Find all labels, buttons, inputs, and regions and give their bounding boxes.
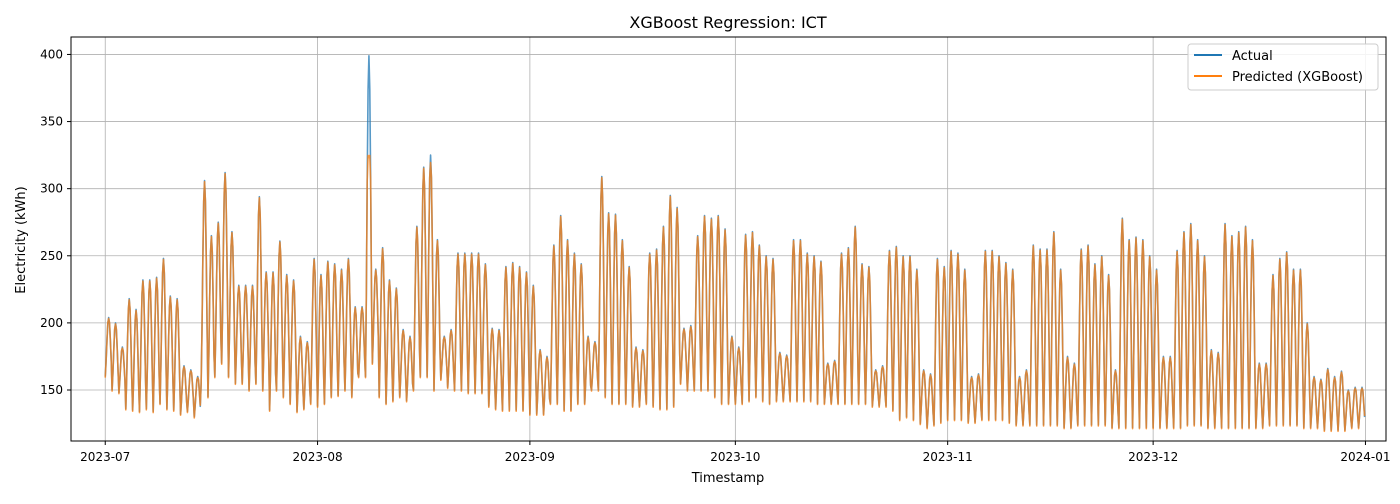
x-tick-label: 2023-07 [80, 450, 130, 464]
y-axis-label: Electricity (kWh) [14, 186, 29, 293]
y-tick-label: 250 [40, 249, 63, 263]
y-tick-label: 300 [40, 182, 63, 196]
plot-frame [70, 36, 1387, 442]
y-tick-label: 350 [40, 115, 63, 129]
x-axis-ticks: 2023-07 2023-08 2023-09 2023-10 2023-11 2023-… [80, 441, 1391, 464]
y-tick-label: 400 [40, 47, 63, 61]
series-lines [104, 54, 1366, 433]
y-tick-label: 200 [40, 316, 63, 330]
x-tick-label: 2023-08 [292, 450, 342, 464]
y-axis-ticks: 150 200 250 300 350 400 [40, 47, 71, 397]
y-tick-label: 150 [40, 383, 63, 397]
x-axis-label: Timestamp [691, 471, 765, 486]
x-tick-label: 2023-09 [505, 450, 555, 464]
x-tick-label: 2023-10 [710, 450, 760, 464]
x-tick-label: 2023-12 [1128, 450, 1178, 464]
legend-label-predicted: Predicted (XGBoost) [1232, 70, 1363, 85]
series-line-predicted [104, 154, 1366, 433]
x-tick-label: 2024-01 [1340, 450, 1390, 464]
legend: Actual Predicted (XGBoost) [1187, 43, 1379, 91]
legend-label-actual: Actual [1232, 49, 1273, 64]
chart-title: XGBoost Regression: ICT [629, 13, 826, 32]
legend-box [1187, 43, 1379, 91]
x-tick-label: 2023-11 [923, 450, 973, 464]
